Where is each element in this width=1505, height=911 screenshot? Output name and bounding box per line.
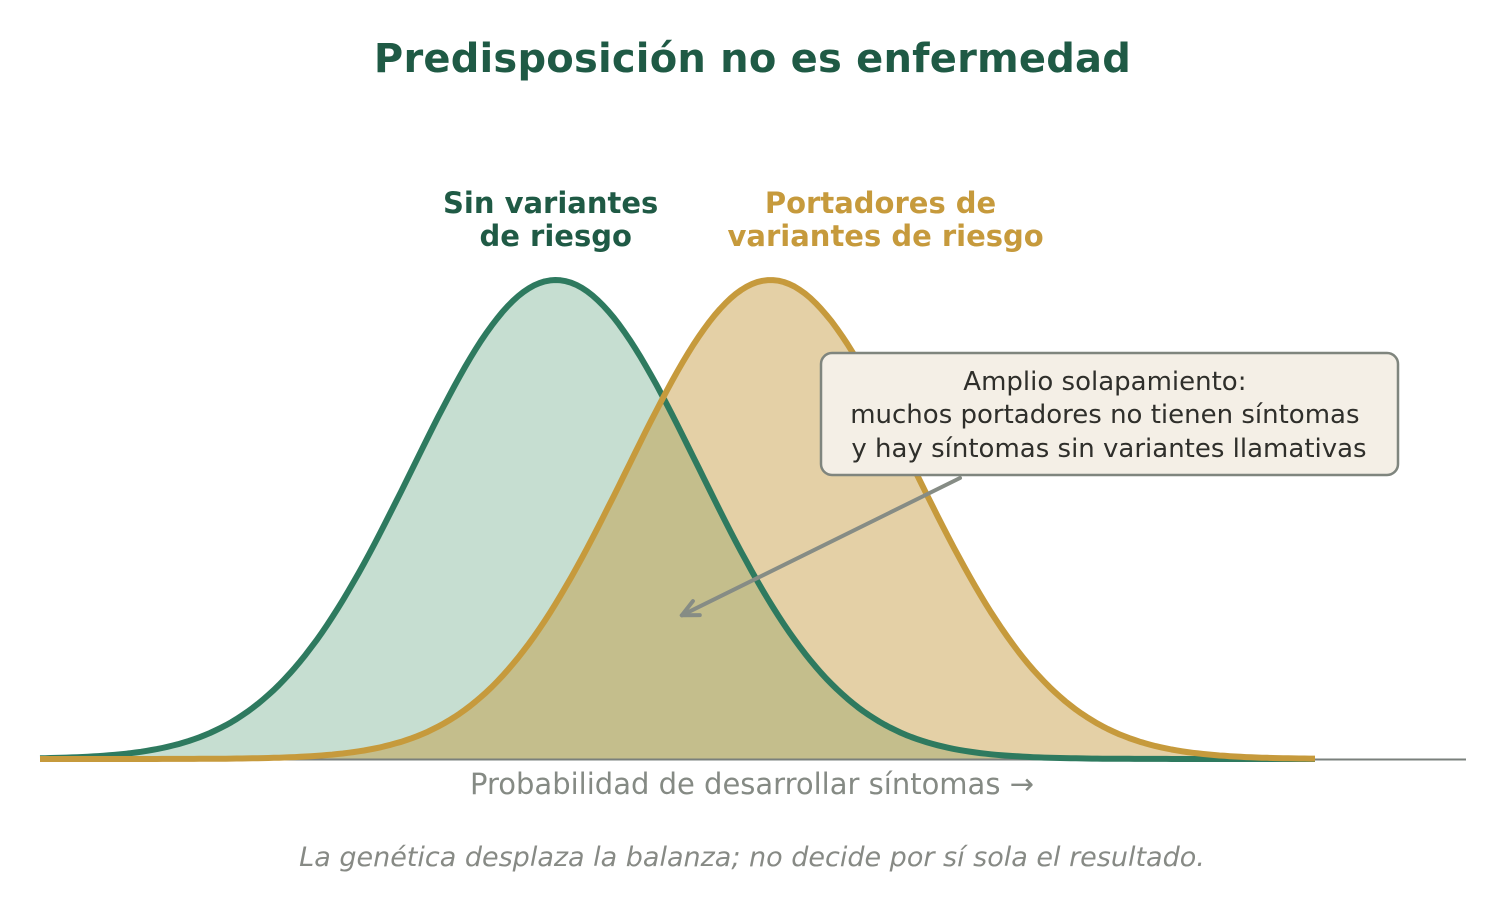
annotation-line2: muchos portadores no tienen síntomas (850, 400, 1359, 430)
overlap-area (40, 400, 1315, 759)
series-label-no-variant: Sin variantes de riesgo (443, 186, 668, 253)
series-label-no-variant-line2: de riesgo (480, 219, 632, 253)
no-variant-curve (39, 277, 1315, 762)
plot-area (39, 277, 1466, 762)
carrier-curve (40, 277, 1315, 762)
series-label-carrier: Portadores de variantes de riesgo (728, 186, 1044, 253)
chart-title: Predisposición no es enfermedad (373, 36, 1132, 82)
annotation-line1: Amplio solapamiento: (963, 367, 1246, 397)
series-label-carrier-line2: variantes de riesgo (728, 219, 1044, 253)
series-label-carrier-line1: Portadores de (765, 186, 996, 220)
series-label-no-variant-line1: Sin variantes (443, 186, 658, 220)
annotation-text: Amplio solapamiento: muchos portadores n… (850, 367, 1368, 464)
annotation-line3: y hay síntomas sin variantes llamativas (851, 434, 1366, 464)
annotation-arrow-head (679, 599, 702, 618)
footnote: La genética desplaza la balanza; no deci… (299, 842, 1205, 873)
annotation-box (819, 351, 1400, 477)
annotation-arrow (679, 476, 962, 618)
x-axis-label: Probabilidad de desarrollar síntomas → (470, 767, 1034, 801)
annotation: Amplio solapamiento: muchos portadores n… (679, 351, 1400, 618)
